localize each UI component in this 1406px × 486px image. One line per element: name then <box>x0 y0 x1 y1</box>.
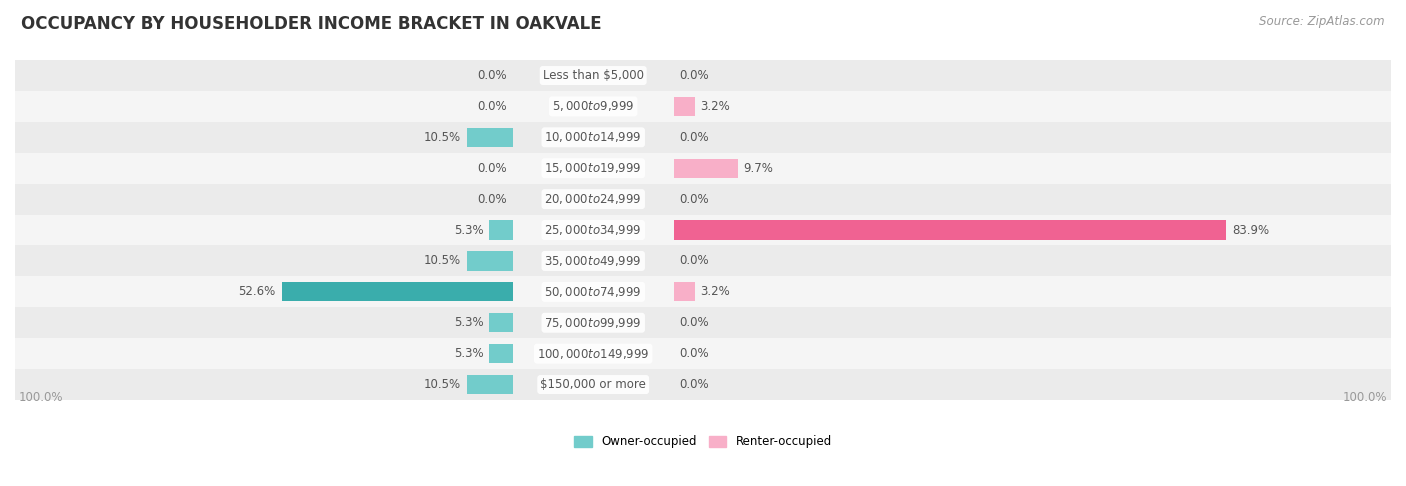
Bar <box>673 282 695 301</box>
Bar <box>673 221 1226 240</box>
Text: $50,000 to $74,999: $50,000 to $74,999 <box>544 285 643 299</box>
Legend: Owner-occupied, Renter-occupied: Owner-occupied, Renter-occupied <box>569 431 837 453</box>
Text: $20,000 to $24,999: $20,000 to $24,999 <box>544 192 643 206</box>
Bar <box>15 184 1391 215</box>
Bar <box>15 338 1391 369</box>
Bar <box>15 91 1391 122</box>
Text: OCCUPANCY BY HOUSEHOLDER INCOME BRACKET IN OAKVALE: OCCUPANCY BY HOUSEHOLDER INCOME BRACKET … <box>21 15 602 33</box>
Bar <box>15 307 1391 338</box>
Bar <box>15 277 1391 307</box>
Text: 0.0%: 0.0% <box>679 378 709 391</box>
Text: $10,000 to $14,999: $10,000 to $14,999 <box>544 130 643 144</box>
Text: $150,000 or more: $150,000 or more <box>540 378 647 391</box>
Text: 0.0%: 0.0% <box>679 255 709 267</box>
Text: 100.0%: 100.0% <box>1343 391 1388 404</box>
Text: $75,000 to $99,999: $75,000 to $99,999 <box>544 316 643 330</box>
Bar <box>15 153 1391 184</box>
Bar <box>15 122 1391 153</box>
Bar <box>15 60 1391 91</box>
Text: $25,000 to $34,999: $25,000 to $34,999 <box>544 223 643 237</box>
Text: 3.2%: 3.2% <box>700 100 730 113</box>
Bar <box>489 221 513 240</box>
Text: 0.0%: 0.0% <box>679 316 709 329</box>
Text: 10.5%: 10.5% <box>423 378 461 391</box>
Text: 0.0%: 0.0% <box>477 162 506 175</box>
Bar <box>15 369 1391 400</box>
Bar <box>467 251 513 271</box>
Bar <box>15 215 1391 245</box>
Bar <box>281 282 513 301</box>
Text: 10.5%: 10.5% <box>423 255 461 267</box>
Bar <box>489 344 513 363</box>
Text: 0.0%: 0.0% <box>477 192 506 206</box>
Bar <box>673 97 695 116</box>
Bar <box>467 128 513 147</box>
Text: $15,000 to $19,999: $15,000 to $19,999 <box>544 161 643 175</box>
Text: 100.0%: 100.0% <box>18 391 63 404</box>
Bar <box>489 313 513 332</box>
Text: 0.0%: 0.0% <box>679 69 709 82</box>
Text: 5.3%: 5.3% <box>454 224 484 237</box>
Text: 83.9%: 83.9% <box>1232 224 1270 237</box>
Text: Less than $5,000: Less than $5,000 <box>543 69 644 82</box>
Text: 0.0%: 0.0% <box>477 100 506 113</box>
Text: 0.0%: 0.0% <box>679 131 709 144</box>
Text: $5,000 to $9,999: $5,000 to $9,999 <box>553 100 634 113</box>
Text: 5.3%: 5.3% <box>454 316 484 329</box>
Text: 0.0%: 0.0% <box>477 69 506 82</box>
Text: Source: ZipAtlas.com: Source: ZipAtlas.com <box>1260 15 1385 28</box>
Text: 3.2%: 3.2% <box>700 285 730 298</box>
Text: 0.0%: 0.0% <box>679 347 709 360</box>
Text: 5.3%: 5.3% <box>454 347 484 360</box>
Bar <box>467 375 513 394</box>
Text: $100,000 to $149,999: $100,000 to $149,999 <box>537 347 650 361</box>
Text: 52.6%: 52.6% <box>239 285 276 298</box>
Bar <box>673 158 738 178</box>
Text: 9.7%: 9.7% <box>744 162 773 175</box>
Text: 10.5%: 10.5% <box>423 131 461 144</box>
Bar <box>15 245 1391 277</box>
Text: 0.0%: 0.0% <box>679 192 709 206</box>
Text: $35,000 to $49,999: $35,000 to $49,999 <box>544 254 643 268</box>
